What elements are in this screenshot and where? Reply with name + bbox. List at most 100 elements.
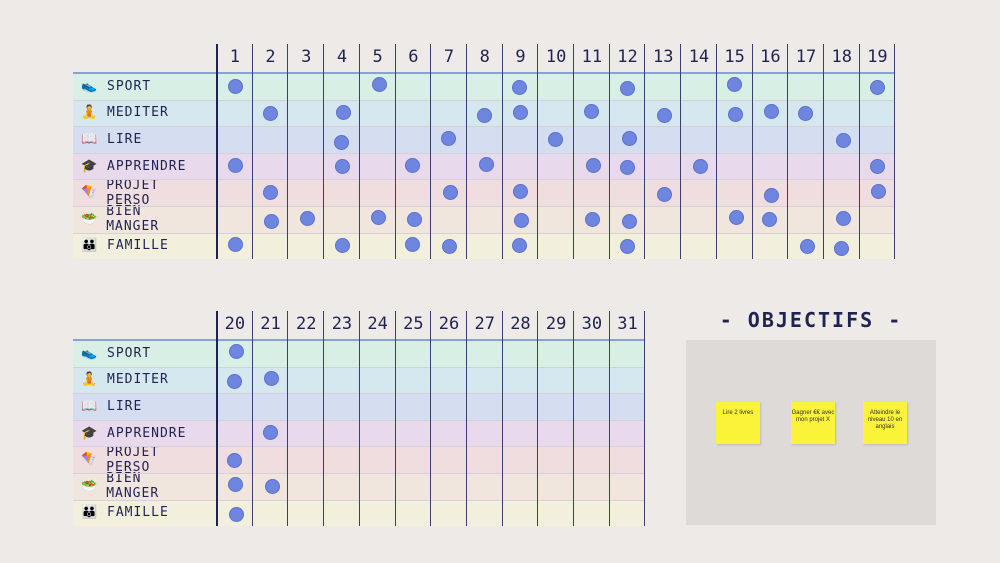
habit-check-dot[interactable] bbox=[835, 132, 851, 148]
habit-label-famille: 👪 FAMILLE bbox=[81, 500, 169, 527]
habit-check-dot[interactable] bbox=[621, 130, 637, 146]
habit-check-dot[interactable] bbox=[835, 211, 851, 227]
day-column-divider bbox=[608, 44, 610, 260]
label-column-divider bbox=[216, 44, 218, 260]
habit-check-dot[interactable] bbox=[300, 211, 316, 227]
habit-check-dot[interactable] bbox=[619, 238, 635, 254]
habit-check-dot[interactable] bbox=[264, 479, 280, 495]
habit-check-dot[interactable] bbox=[228, 506, 244, 522]
day-header: 23 bbox=[331, 314, 353, 334]
habit-check-dot[interactable] bbox=[871, 183, 887, 199]
habit-check-dot[interactable] bbox=[443, 184, 459, 200]
habit-check-dot[interactable] bbox=[441, 130, 457, 146]
sticky-note-objective-2[interactable]: Gagner €€ avec mon projet X bbox=[791, 402, 835, 444]
habit-label-sport: 👟 SPORT bbox=[81, 73, 151, 100]
day-column-divider bbox=[287, 44, 289, 260]
habit-label-bien-manger: 🥗 BIEN MANGER bbox=[81, 204, 160, 234]
day-column-divider bbox=[501, 311, 503, 527]
habit-check-dot[interactable] bbox=[833, 240, 849, 256]
meditation-icon: 🧘 bbox=[81, 372, 99, 388]
day-header: 21 bbox=[260, 314, 281, 334]
habit-check-dot[interactable] bbox=[227, 236, 243, 252]
habit-label-projet-perso: 🪁 PROJET PERSO bbox=[81, 178, 160, 208]
habit-check-dot[interactable] bbox=[263, 370, 279, 386]
habit-check-dot[interactable] bbox=[692, 159, 708, 175]
habit-label-lire: 📖 LIRE bbox=[81, 126, 142, 153]
day-header: 20 bbox=[224, 314, 246, 334]
row-divider bbox=[73, 126, 896, 128]
habit-check-dot[interactable] bbox=[335, 104, 351, 120]
habit-check-dot[interactable] bbox=[870, 159, 886, 175]
habit-check-dot[interactable] bbox=[764, 103, 780, 119]
kite-icon: 🪁 bbox=[81, 452, 99, 468]
habit-check-dot[interactable] bbox=[657, 107, 673, 123]
habit-check-dot[interactable] bbox=[371, 77, 387, 93]
habit-label-sport: 👟 SPORT bbox=[81, 340, 151, 367]
label-column-divider bbox=[216, 311, 218, 527]
day-column-divider bbox=[644, 311, 646, 527]
day-column-divider bbox=[573, 311, 574, 527]
habit-check-dot[interactable] bbox=[726, 77, 742, 93]
habit-check-dot[interactable] bbox=[548, 131, 564, 147]
habit-check-dot[interactable] bbox=[762, 212, 778, 228]
row-band-sport bbox=[73, 73, 896, 100]
habit-check-dot[interactable] bbox=[226, 452, 242, 468]
habit-check-dot[interactable] bbox=[478, 157, 494, 173]
habit-check-dot[interactable] bbox=[228, 344, 244, 360]
row-band-projet-perso bbox=[73, 179, 896, 206]
habit-check-dot[interactable] bbox=[405, 158, 421, 174]
habit-check-dot[interactable] bbox=[227, 158, 243, 174]
sticky-note-objective-3[interactable]: Atteindre le niveau 10 en anglais bbox=[863, 402, 907, 444]
habit-check-dot[interactable] bbox=[619, 81, 635, 97]
habit-check-dot[interactable] bbox=[512, 237, 528, 253]
habit-label-text: LIRE bbox=[107, 398, 143, 414]
habit-check-dot[interactable] bbox=[407, 212, 423, 228]
habit-check-dot[interactable] bbox=[657, 186, 673, 202]
habit-check-dot[interactable] bbox=[585, 158, 601, 174]
day-column-divider bbox=[894, 44, 896, 260]
habit-check-dot[interactable] bbox=[513, 183, 529, 199]
family-icon: 👪 bbox=[81, 238, 99, 254]
day-column-divider bbox=[537, 44, 539, 260]
day-column-divider bbox=[644, 44, 646, 260]
habit-check-dot[interactable] bbox=[262, 184, 278, 200]
habit-check-dot[interactable] bbox=[800, 238, 816, 254]
habit-check-dot[interactable] bbox=[727, 106, 743, 122]
day-column-divider bbox=[323, 44, 325, 260]
habit-check-dot[interactable] bbox=[512, 80, 528, 96]
day-header: 7 bbox=[443, 47, 455, 67]
habit-check-dot[interactable] bbox=[263, 214, 279, 230]
habit-check-dot[interactable] bbox=[514, 213, 530, 229]
habit-check-dot[interactable] bbox=[262, 425, 278, 441]
habit-label-text: SPORT bbox=[107, 345, 152, 361]
habit-check-dot[interactable] bbox=[442, 238, 458, 254]
habit-check-dot[interactable] bbox=[798, 105, 814, 121]
salad-icon: 🥗 bbox=[81, 211, 99, 227]
habit-check-dot[interactable] bbox=[227, 79, 243, 95]
habit-check-dot[interactable] bbox=[728, 210, 744, 226]
habit-check-dot[interactable] bbox=[621, 214, 637, 230]
day-column-divider bbox=[430, 44, 432, 260]
row-divider bbox=[73, 206, 896, 207]
habit-check-dot[interactable] bbox=[764, 187, 780, 203]
habit-check-dot[interactable] bbox=[334, 159, 350, 175]
habit-label-text: LIRE bbox=[107, 131, 143, 147]
habit-check-dot[interactable] bbox=[262, 105, 278, 121]
habit-check-dot[interactable] bbox=[405, 236, 421, 252]
habit-check-dot[interactable] bbox=[584, 212, 600, 228]
habit-check-dot[interactable] bbox=[870, 80, 886, 96]
habit-check-dot[interactable] bbox=[476, 107, 492, 123]
habit-check-dot[interactable] bbox=[333, 134, 349, 150]
habit-check-dot[interactable] bbox=[227, 477, 243, 493]
habit-check-dot[interactable] bbox=[583, 103, 599, 119]
habit-check-dot[interactable] bbox=[370, 210, 386, 226]
habit-check-dot[interactable] bbox=[226, 373, 242, 389]
habit-check-dot[interactable] bbox=[619, 160, 635, 176]
day-header: 30 bbox=[581, 314, 603, 334]
sticky-note-objective-1[interactable]: Lire 2 livres bbox=[716, 402, 760, 444]
day-column-divider bbox=[751, 44, 753, 260]
day-header: 19 bbox=[867, 47, 888, 67]
habit-check-dot[interactable] bbox=[513, 104, 529, 120]
day-column-divider bbox=[287, 311, 289, 527]
habit-check-dot[interactable] bbox=[334, 237, 350, 253]
